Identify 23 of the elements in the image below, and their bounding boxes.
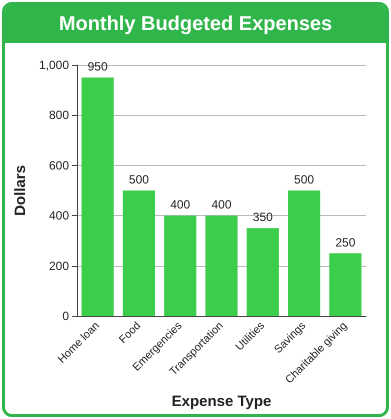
bar — [164, 216, 196, 316]
data-label: 350 — [252, 210, 274, 224]
bar — [82, 78, 114, 316]
data-label: 500 — [294, 172, 314, 186]
x-axis-title: Expense Type — [172, 393, 272, 410]
y-tick-label: 200 — [48, 258, 70, 273]
bar — [205, 216, 238, 316]
data-label: 400 — [170, 198, 191, 212]
bar — [288, 190, 320, 316]
y-tick-label: 800 — [48, 108, 70, 122]
bar — [246, 228, 279, 316]
bar — [122, 190, 156, 316]
chart-title: Monthly Budgeted Expenses — [5, 5, 386, 43]
data-label: 400 — [211, 198, 232, 212]
y-tick-label: 1,000 — [38, 58, 70, 72]
data-label: 250 — [335, 235, 356, 250]
data-label: 500 — [128, 172, 150, 186]
bar — [329, 253, 362, 316]
data-label: 950 — [88, 60, 108, 74]
y-tick-label: 600 — [48, 158, 70, 172]
y-axis-title: Dollars — [12, 165, 30, 216]
y-tick-label: 0 — [62, 309, 70, 323]
y-tick-label: 400 — [48, 208, 70, 223]
